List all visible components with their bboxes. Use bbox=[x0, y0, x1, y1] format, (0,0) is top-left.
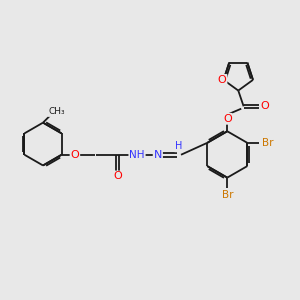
Text: O: O bbox=[113, 172, 122, 182]
Text: O: O bbox=[70, 150, 79, 160]
Text: N: N bbox=[154, 150, 162, 160]
Text: H: H bbox=[175, 141, 182, 152]
Text: Br: Br bbox=[221, 190, 233, 200]
Text: O: O bbox=[260, 101, 269, 111]
Text: CH₃: CH₃ bbox=[48, 107, 65, 116]
Text: NH: NH bbox=[129, 150, 145, 160]
Text: O: O bbox=[218, 75, 226, 85]
Text: O: O bbox=[223, 114, 232, 124]
Text: Br: Br bbox=[262, 138, 274, 148]
